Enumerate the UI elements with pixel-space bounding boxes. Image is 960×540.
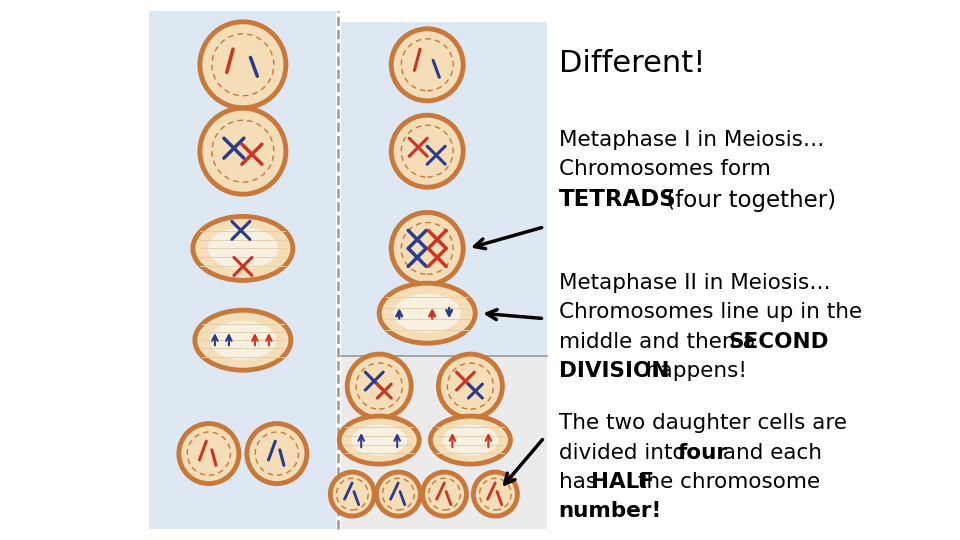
Circle shape bbox=[348, 354, 411, 418]
Ellipse shape bbox=[443, 424, 498, 456]
Circle shape bbox=[200, 22, 286, 108]
Text: DIVISION: DIVISION bbox=[559, 361, 669, 381]
Circle shape bbox=[200, 108, 286, 194]
Bar bbox=[341, 22, 547, 356]
Text: SECOND: SECOND bbox=[729, 332, 829, 352]
Circle shape bbox=[247, 423, 307, 484]
Circle shape bbox=[473, 472, 517, 516]
Circle shape bbox=[330, 472, 374, 516]
Text: divided into: divided into bbox=[559, 443, 692, 463]
Text: The two daughter cells are: The two daughter cells are bbox=[559, 413, 847, 433]
Text: middle and then a: middle and then a bbox=[559, 332, 762, 352]
Text: Metaphase II in Meiosis…: Metaphase II in Meiosis… bbox=[559, 273, 830, 293]
Ellipse shape bbox=[209, 321, 276, 360]
Circle shape bbox=[179, 423, 239, 484]
Ellipse shape bbox=[208, 227, 277, 269]
Text: Chromosomes line up in the: Chromosomes line up in the bbox=[559, 302, 862, 322]
Circle shape bbox=[392, 29, 464, 101]
Text: Metaphase I in Meiosis…: Metaphase I in Meiosis… bbox=[559, 130, 824, 150]
Ellipse shape bbox=[351, 424, 407, 456]
Circle shape bbox=[376, 472, 420, 516]
Text: (four together): (four together) bbox=[659, 188, 836, 212]
Ellipse shape bbox=[430, 416, 511, 464]
Text: the chromosome: the chromosome bbox=[631, 472, 820, 492]
Circle shape bbox=[392, 212, 464, 285]
Text: has: has bbox=[559, 472, 604, 492]
Ellipse shape bbox=[193, 217, 293, 280]
Text: happens!: happens! bbox=[638, 361, 747, 381]
Text: and each: and each bbox=[716, 443, 822, 463]
Text: HALF: HALF bbox=[590, 472, 654, 492]
Text: four: four bbox=[678, 443, 728, 463]
Bar bbox=[149, 11, 336, 529]
Ellipse shape bbox=[339, 416, 420, 464]
Ellipse shape bbox=[379, 283, 475, 343]
Bar bbox=[341, 356, 547, 529]
Ellipse shape bbox=[195, 310, 291, 370]
Text: number!: number! bbox=[559, 502, 662, 522]
Text: Chromosomes form: Chromosomes form bbox=[559, 159, 771, 179]
Circle shape bbox=[422, 472, 467, 516]
Circle shape bbox=[392, 115, 464, 187]
Text: Different!: Different! bbox=[559, 49, 706, 78]
Circle shape bbox=[439, 354, 502, 418]
Ellipse shape bbox=[394, 294, 461, 333]
Text: TETRADS: TETRADS bbox=[559, 188, 677, 212]
